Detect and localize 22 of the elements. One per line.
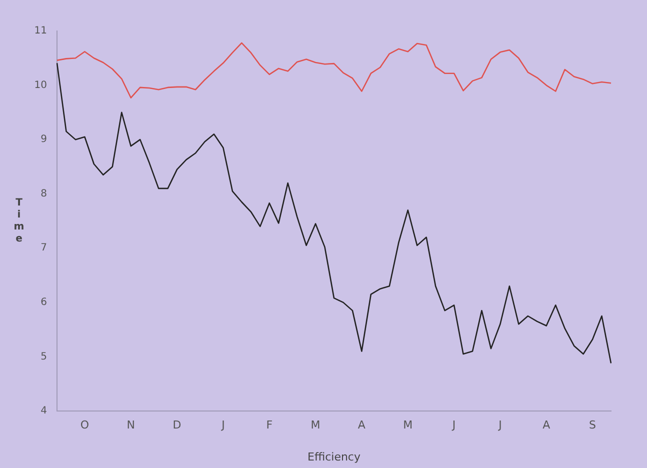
y-tick-label: 5 bbox=[40, 351, 47, 362]
y-tick-label: 9 bbox=[40, 134, 47, 146]
x-tick-label: S bbox=[589, 418, 596, 432]
y-tick-label: 7 bbox=[40, 242, 47, 254]
x-tick-label: O bbox=[80, 418, 90, 432]
x-axis-title: Efficiency bbox=[308, 450, 361, 464]
y-tick-label: 10 bbox=[34, 80, 47, 91]
y-tick-label: 6 bbox=[40, 297, 47, 308]
y-axis-title: Time bbox=[14, 198, 24, 245]
x-tick-label: J bbox=[451, 418, 456, 432]
x-tick-label: M bbox=[310, 418, 320, 432]
x-tick-label: M bbox=[403, 418, 413, 432]
x-tick-label: D bbox=[172, 418, 182, 432]
y-tick-label: 4 bbox=[40, 406, 47, 417]
x-tick-label: N bbox=[126, 418, 135, 432]
x-tick-label: J bbox=[220, 418, 225, 432]
x-tick-label: A bbox=[542, 418, 551, 432]
y-tick-label: 11 bbox=[34, 26, 47, 37]
x-tick-label: F bbox=[266, 418, 273, 432]
x-tick-label: A bbox=[358, 418, 366, 432]
y-tick-label: 8 bbox=[40, 188, 47, 200]
x-tick-label: J bbox=[498, 418, 502, 432]
